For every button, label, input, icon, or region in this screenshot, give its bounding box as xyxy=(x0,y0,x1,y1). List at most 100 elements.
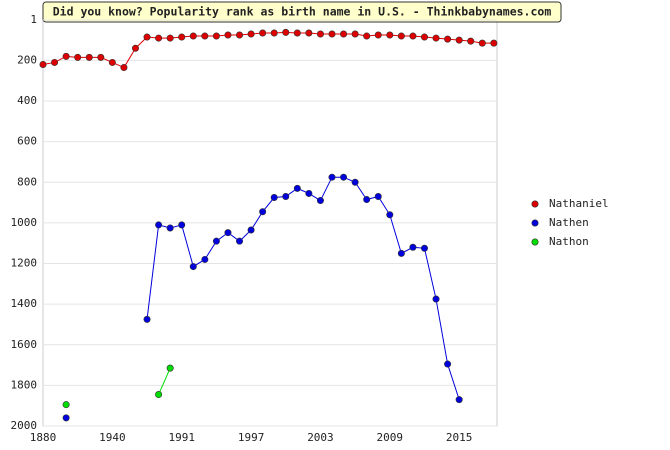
x-tick-label: 1940 xyxy=(99,431,126,444)
x-tick-label: 1880 xyxy=(30,431,57,444)
data-point xyxy=(224,31,232,39)
data-point xyxy=(212,237,220,245)
data-point xyxy=(328,173,336,181)
x-tick-label: 2015 xyxy=(446,431,473,444)
data-point xyxy=(444,35,452,43)
data-point xyxy=(120,64,128,72)
data-point xyxy=(420,33,428,41)
data-point xyxy=(236,31,244,39)
data-point xyxy=(51,58,59,66)
data-point xyxy=(340,30,348,38)
data-point xyxy=(62,52,70,60)
data-point xyxy=(305,29,313,37)
data-point xyxy=(62,414,70,422)
legend-label: Nathaniel xyxy=(549,197,609,210)
y-tick-label: 2000 xyxy=(11,419,38,432)
data-point xyxy=(108,58,116,66)
data-point xyxy=(62,401,70,409)
y-tick-label: 1 xyxy=(30,13,37,26)
y-tick-label: 1600 xyxy=(11,338,38,351)
data-point xyxy=(351,30,359,38)
y-tick-label: 1200 xyxy=(11,257,38,270)
data-point xyxy=(316,30,324,38)
y-tick-label: 400 xyxy=(17,94,37,107)
data-point xyxy=(178,221,186,229)
data-point xyxy=(363,196,371,204)
data-point xyxy=(201,32,209,40)
data-point xyxy=(386,211,394,219)
data-point xyxy=(305,189,313,197)
y-tick-label: 800 xyxy=(17,175,37,188)
data-point xyxy=(432,295,440,303)
y-tick-label: 1800 xyxy=(11,378,38,391)
data-point xyxy=(293,184,301,192)
data-point xyxy=(374,31,382,39)
data-point xyxy=(455,396,463,404)
data-point xyxy=(212,32,220,40)
series-line xyxy=(146,176,460,400)
data-point xyxy=(131,44,139,52)
chart-title: Did you know? Popularity rank as birth n… xyxy=(53,5,552,19)
data-point xyxy=(259,208,267,216)
data-point xyxy=(397,249,405,257)
series-line xyxy=(158,367,171,395)
data-point xyxy=(374,192,382,200)
x-tick-label: 1991 xyxy=(168,431,195,444)
data-point xyxy=(143,315,151,323)
data-point xyxy=(397,32,405,40)
data-point xyxy=(293,29,301,37)
x-tick-label: 2003 xyxy=(307,431,334,444)
title-box xyxy=(42,1,562,23)
legend-marker xyxy=(531,219,539,227)
data-point xyxy=(236,237,244,245)
y-tick-label: 1400 xyxy=(11,297,38,310)
data-point xyxy=(201,255,209,263)
legend-marker xyxy=(531,238,539,246)
x-tick-label: 2009 xyxy=(377,431,404,444)
data-point xyxy=(270,194,278,202)
y-tick-label: 600 xyxy=(17,135,37,148)
data-point xyxy=(409,243,417,251)
data-point xyxy=(490,39,498,47)
data-point xyxy=(155,221,163,229)
data-point xyxy=(420,244,428,252)
data-point xyxy=(155,391,163,399)
x-tick-label: 1997 xyxy=(238,431,265,444)
data-point xyxy=(316,197,324,205)
data-point xyxy=(467,37,475,45)
data-point xyxy=(74,53,82,61)
data-point xyxy=(409,32,417,40)
data-point xyxy=(178,33,186,41)
data-point xyxy=(247,226,255,234)
data-point xyxy=(432,34,440,42)
data-point xyxy=(340,173,348,181)
series-line xyxy=(42,31,494,69)
data-point xyxy=(189,263,197,271)
data-point xyxy=(478,39,486,47)
data-point xyxy=(224,229,232,237)
data-point xyxy=(259,29,267,37)
data-point xyxy=(166,34,174,42)
legend-marker xyxy=(531,200,539,208)
legend-label: Nathen xyxy=(549,216,589,229)
data-point xyxy=(39,60,47,68)
data-point xyxy=(166,224,174,232)
data-point xyxy=(143,33,151,41)
data-point xyxy=(189,32,197,40)
data-point xyxy=(386,31,394,39)
data-point xyxy=(282,192,290,200)
data-point xyxy=(155,34,163,42)
data-point xyxy=(328,30,336,38)
data-point xyxy=(247,30,255,38)
data-point xyxy=(270,29,278,37)
data-point xyxy=(351,178,359,186)
y-tick-label: 200 xyxy=(17,53,37,66)
data-point xyxy=(455,36,463,44)
data-point xyxy=(282,28,290,36)
data-point xyxy=(166,364,174,372)
legend-label: Nathon xyxy=(549,235,589,248)
data-point xyxy=(97,53,105,61)
data-point xyxy=(444,360,452,368)
data-point xyxy=(85,53,93,61)
